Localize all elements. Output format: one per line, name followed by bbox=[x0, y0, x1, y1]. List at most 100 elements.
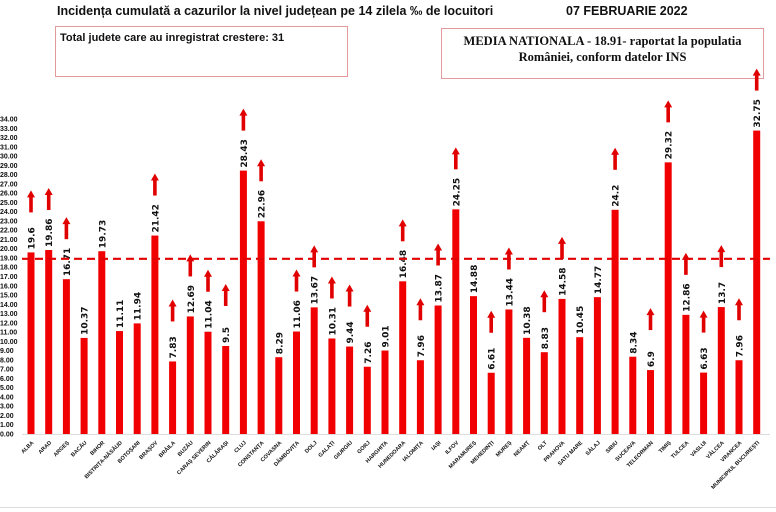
data-label: 11.06 bbox=[293, 300, 303, 328]
data-label: 7.96 bbox=[736, 335, 746, 357]
y-tick-label: 11.00 bbox=[0, 330, 17, 337]
increase-arrow-icon bbox=[737, 304, 741, 321]
data-label: 7.83 bbox=[169, 336, 179, 358]
increase-arrow-icon bbox=[436, 249, 440, 266]
bar-olt bbox=[540, 352, 548, 434]
data-label: 29.32 bbox=[665, 131, 675, 159]
increase-arrow-icon bbox=[330, 282, 334, 299]
increase-arrow-icon bbox=[418, 304, 423, 321]
increase-arrowhead-icon bbox=[44, 188, 53, 196]
increase-arrowhead-icon bbox=[416, 298, 425, 306]
bar-alba bbox=[27, 252, 35, 434]
increase-arrow-icon bbox=[294, 275, 299, 292]
data-label: 7.26 bbox=[364, 342, 374, 364]
increase-arrowhead-icon bbox=[540, 290, 549, 298]
bar-satu-mare bbox=[576, 337, 584, 434]
data-label: 11.11 bbox=[116, 300, 126, 328]
y-tick-label: 17.00 bbox=[0, 274, 18, 281]
increase-arrow-icon bbox=[701, 316, 706, 333]
bar-harghita bbox=[381, 350, 389, 434]
y-tick-label: 29.00 bbox=[0, 163, 18, 170]
y-tick-label: 23.00 bbox=[0, 218, 18, 225]
increase-arrow-icon bbox=[259, 165, 263, 182]
national-average-line1: MEDIA NATIONALA - 18.91- raportat la pop… bbox=[463, 34, 742, 48]
y-tick-label: 13.00 bbox=[0, 311, 18, 318]
data-label: 16.71 bbox=[63, 248, 73, 276]
bar-gorj bbox=[363, 366, 371, 434]
increase-arrow-icon bbox=[223, 289, 228, 306]
increase-arrowhead-icon bbox=[664, 100, 673, 108]
y-tick-label: 8.00 bbox=[0, 357, 14, 364]
x-tick-label: ALBA bbox=[20, 440, 35, 455]
bar-sălaj bbox=[593, 297, 601, 434]
y-tick-label: 28.00 bbox=[0, 172, 18, 179]
x-tick-label: ARGEȘ bbox=[53, 440, 71, 458]
bar-galați bbox=[328, 338, 336, 434]
y-tick-label: 30.00 bbox=[0, 154, 18, 161]
increase-arrowhead-icon bbox=[150, 173, 159, 181]
increase-arrowhead-icon bbox=[292, 269, 301, 277]
data-label: 6.9 bbox=[647, 351, 657, 367]
data-label: 13.44 bbox=[505, 278, 515, 306]
bar-tulcea bbox=[682, 314, 690, 434]
data-label: 9.44 bbox=[346, 321, 356, 343]
y-tick-label: 16.00 bbox=[0, 283, 18, 290]
x-tick-label: BRAȘOV bbox=[138, 440, 159, 461]
x-tick-label: CLUJ bbox=[233, 440, 247, 454]
data-label: 13.67 bbox=[311, 276, 321, 304]
y-tick-label: 27.00 bbox=[0, 181, 18, 188]
bar-dâmbovița bbox=[293, 331, 300, 434]
y-tick-label: 32.00 bbox=[0, 135, 18, 142]
increase-arrowhead-icon bbox=[434, 243, 443, 251]
bar-brăila bbox=[169, 361, 177, 434]
data-label: 14.77 bbox=[594, 266, 604, 294]
bar-brașov bbox=[151, 235, 159, 434]
x-tick-label: OLT bbox=[537, 440, 549, 452]
data-label: 8.34 bbox=[629, 332, 639, 354]
bar-giurgiu bbox=[346, 346, 354, 434]
data-label: 8.29 bbox=[275, 332, 285, 354]
data-label: 14.58 bbox=[559, 267, 569, 295]
increase-arrow-icon bbox=[507, 253, 511, 270]
x-tick-label: IAȘI bbox=[431, 440, 443, 452]
x-tick-label: SĂLAJ bbox=[584, 439, 602, 457]
increase-arrow-icon bbox=[241, 114, 246, 131]
data-label: 22.96 bbox=[258, 190, 268, 218]
x-tick-label: ILFOV bbox=[445, 440, 461, 456]
bar-covasna bbox=[275, 357, 283, 434]
y-tick-label: 14.00 bbox=[0, 302, 18, 309]
y-tick-label: 2.00 bbox=[0, 413, 14, 420]
bar-argeș bbox=[62, 279, 70, 434]
bar-bihor bbox=[98, 251, 106, 434]
increase-arrow-icon bbox=[153, 179, 157, 196]
increase-arrow-icon bbox=[347, 290, 352, 307]
data-label: 12.69 bbox=[187, 285, 197, 313]
y-tick-label: 3.00 bbox=[0, 404, 14, 411]
data-label: 16.48 bbox=[399, 250, 409, 278]
divider bbox=[0, 507, 776, 508]
bar-călărași bbox=[222, 345, 230, 434]
data-label: 19.6 bbox=[28, 227, 38, 249]
y-tick-label: 15.00 bbox=[0, 293, 18, 300]
bar-ialomița bbox=[416, 360, 424, 434]
y-tick-label: 10.00 bbox=[0, 339, 18, 346]
increase-arrowhead-icon bbox=[257, 159, 266, 167]
x-tick-label: ARAD bbox=[38, 440, 53, 455]
increase-arrowhead-icon bbox=[487, 310, 496, 318]
increase-arrow-icon bbox=[666, 106, 670, 123]
increase-arrow-icon bbox=[489, 316, 493, 333]
bar-timiș bbox=[664, 162, 672, 434]
data-label: 6.63 bbox=[700, 347, 710, 369]
increase-arrow-icon bbox=[400, 225, 405, 242]
bar-ilfov bbox=[452, 209, 460, 434]
y-tick-label: 24.00 bbox=[0, 209, 18, 216]
bar-botoșani bbox=[133, 323, 141, 434]
data-label: 24.25 bbox=[452, 178, 462, 206]
y-tick-label: 5.00 bbox=[0, 385, 14, 392]
data-label: 8.83 bbox=[541, 327, 551, 349]
bar-teleorman bbox=[647, 370, 654, 434]
x-tick-label: DOLJ bbox=[304, 440, 319, 455]
data-label: 11.04 bbox=[205, 300, 215, 328]
bar-maramureș bbox=[470, 296, 477, 434]
